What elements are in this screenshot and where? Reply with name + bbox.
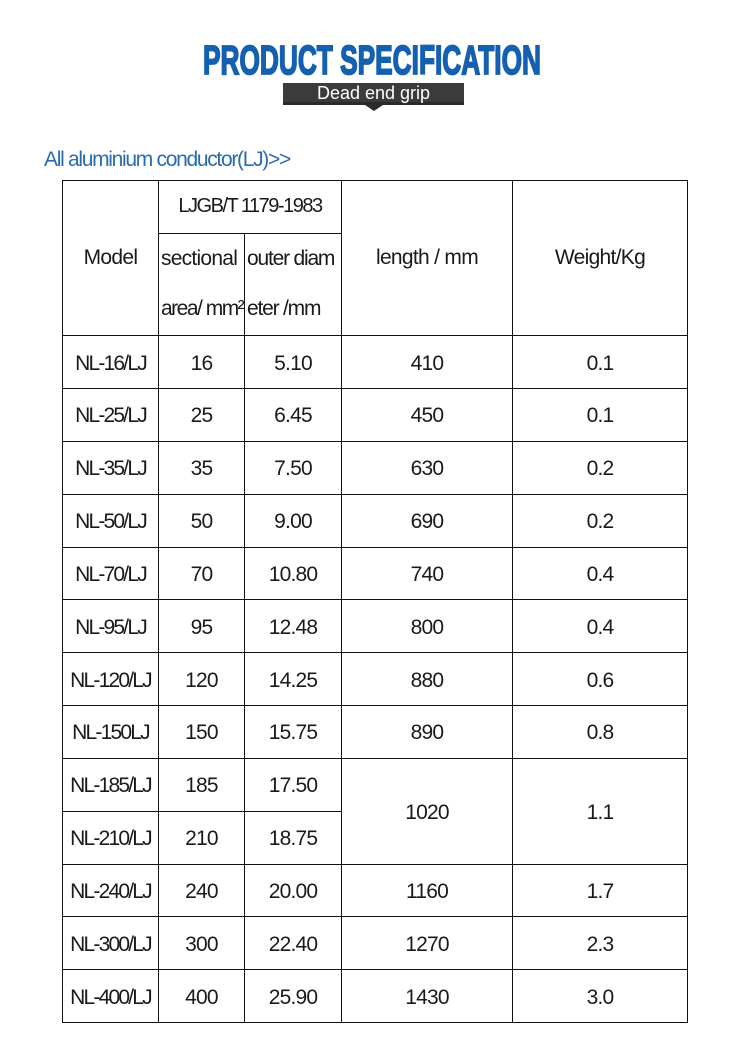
svg-text:PRODUCT SPECIFICATION: PRODUCT SPECIFICATION bbox=[203, 44, 541, 83]
